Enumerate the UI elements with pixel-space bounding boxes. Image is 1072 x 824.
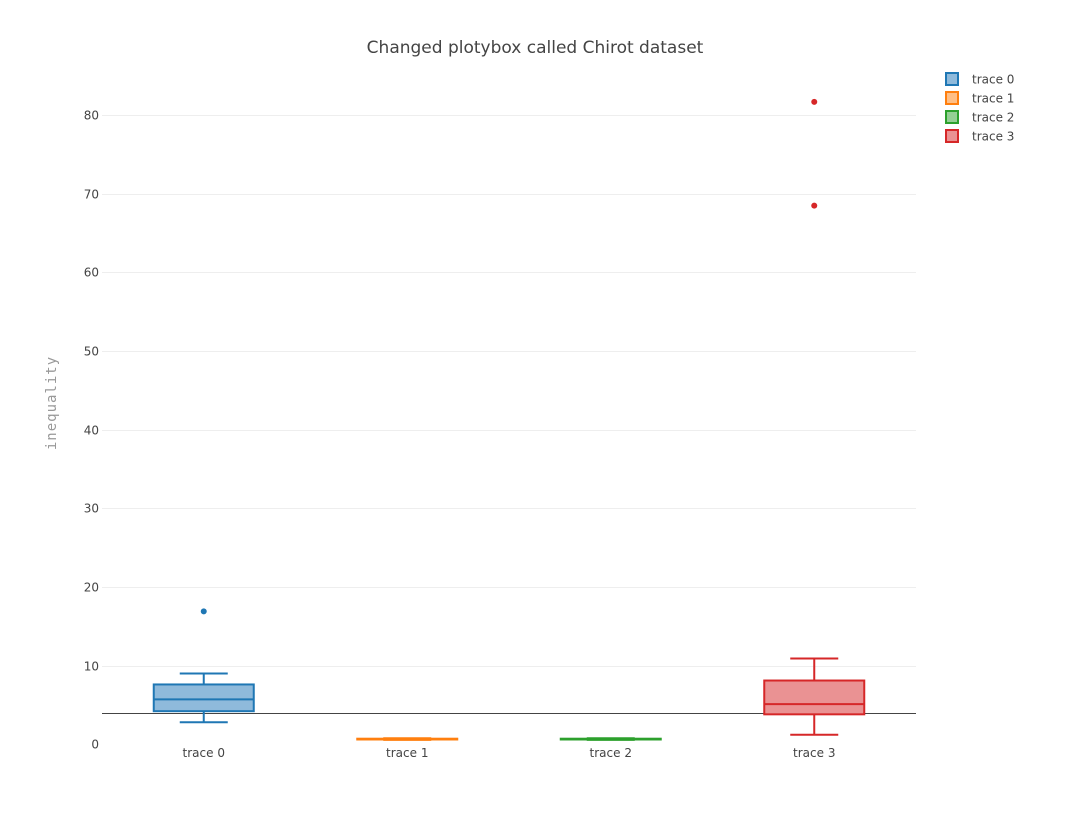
legend-swatch [945, 91, 959, 105]
legend-swatch [945, 110, 959, 124]
box-trace-2 [559, 737, 662, 741]
legend-item: trace 0 [945, 72, 1014, 87]
chart-title: Changed plotybox called Chirot dataset [367, 38, 704, 58]
y-tick-label: 70 [84, 188, 99, 202]
y-tick-label: 60 [84, 266, 99, 280]
x-tick-label: trace 3 [793, 746, 835, 760]
box-iqr [763, 679, 866, 716]
y-tick-label: 20 [84, 581, 99, 595]
y-tick-label: 80 [84, 109, 99, 123]
gridlines [102, 115, 916, 667]
legend-label: trace 2 [972, 111, 1014, 125]
y-tick-label: 10 [84, 660, 99, 674]
x-tick-label: trace 2 [590, 746, 632, 760]
y-tick-label: 30 [84, 502, 99, 516]
y-axis-label: inequality [44, 356, 60, 450]
legend: trace 0 trace 1 trace 2 trace 3 [945, 72, 1014, 144]
box-trace-0 [152, 608, 255, 724]
box-trace-1 [356, 737, 459, 741]
legend-item: trace 2 [945, 110, 1014, 125]
legend-swatch [945, 72, 959, 86]
legend-label: trace 1 [972, 92, 1014, 106]
outlier-point [811, 202, 818, 209]
boxes [152, 98, 866, 741]
legend-label: trace 0 [972, 73, 1014, 87]
x-tick-label: trace 1 [386, 746, 428, 760]
box-trace-3 [763, 98, 866, 736]
y-tick-label: 0 [91, 738, 99, 752]
legend-item: trace 1 [945, 91, 1014, 106]
outlier-point [200, 608, 207, 615]
y-axis-ticks: 0 10 20 30 40 50 60 70 80 [84, 109, 99, 752]
box-iqr [152, 683, 255, 713]
x-tick-label: trace 0 [183, 746, 225, 760]
outlier-point [811, 98, 818, 105]
legend-swatch [945, 129, 959, 143]
x-axis-ticks: trace 0 trace 1 trace 2 trace 3 [183, 746, 836, 760]
y-tick-label: 50 [84, 345, 99, 359]
y-tick-label: 40 [84, 424, 99, 438]
legend-label: trace 3 [972, 130, 1014, 144]
legend-item: trace 3 [945, 129, 1014, 144]
